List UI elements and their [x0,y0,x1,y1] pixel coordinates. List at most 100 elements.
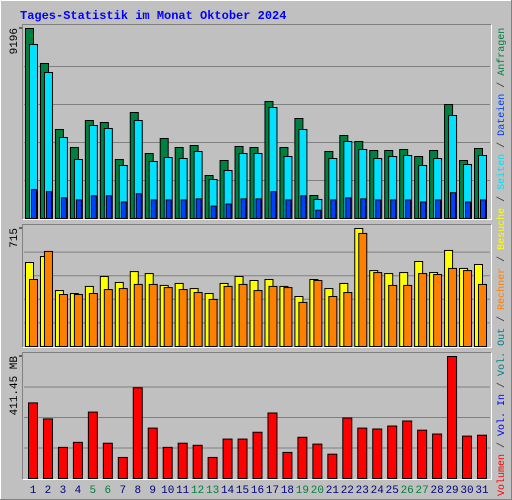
y-tick-label: 9196 [9,28,21,54]
bar [73,294,83,347]
bar [252,431,263,480]
bar [418,273,428,347]
legend-entry: Seiten [496,154,508,190]
bar [195,198,202,220]
x-tick-label: 15 [236,485,249,497]
bar [132,387,143,479]
x-tick-label: 13 [206,485,219,497]
x-tick-label: 2 [45,485,52,497]
panel-border [22,24,492,220]
x-tick-label: 6 [105,485,112,497]
bar [480,199,486,219]
bar [29,278,38,348]
bar [192,444,203,479]
bar [208,298,218,347]
legend-separator: / [496,142,508,148]
x-tick-label: 9 [149,485,156,497]
legend-entry: Dateien [496,94,508,136]
bar [118,288,128,347]
bar [387,425,398,479]
bar [102,442,113,479]
bar [148,283,158,347]
bar [313,279,323,348]
x-tick-label: 25 [386,485,399,497]
x-tick-label: 31 [475,485,489,497]
x-tick-label: 1 [30,485,37,497]
bar [268,285,278,348]
bar [463,270,473,348]
bar [420,201,427,219]
x-tick-label: 11 [176,485,190,497]
bar [147,427,158,479]
bar [388,284,398,348]
y-tick-label: 411.45 MB [9,356,21,416]
bar [120,201,127,219]
bar [405,199,412,219]
bar [345,197,352,219]
bar [162,446,173,480]
bar [105,195,112,219]
bar [402,420,413,479]
legend-entry: Rechner [496,268,508,310]
legend-entry: Volumen [496,454,508,496]
bar [178,289,188,347]
panel-border [22,224,492,348]
legend-separator: / [496,82,508,88]
x-tick-label: 16 [251,485,264,497]
bar [327,453,338,479]
x-tick-label: 14 [221,485,235,497]
panel-border [22,352,492,480]
bar [88,293,98,347]
bar [447,356,458,479]
bar [285,199,292,219]
bar [343,292,353,348]
x-tick-label: 5 [90,485,97,497]
x-tick-label: 3 [60,485,67,497]
x-tick-label: 24 [371,485,385,497]
bar [193,292,203,348]
x-tick-label: 20 [311,485,324,497]
bar [372,428,383,480]
bar [150,199,157,219]
bar [57,446,68,480]
x-tick-label: 29 [445,485,458,497]
legend-separator: / [496,256,508,262]
bar [298,301,308,348]
bar [133,283,143,347]
bar [165,199,172,219]
x-tick-label: 23 [356,485,369,497]
legend-entry: Vol. In [496,394,508,436]
bar [448,267,458,348]
bar [433,274,443,348]
legend-entry: Anfragen [496,28,508,76]
bar [328,295,338,348]
x-tick-label: 8 [134,485,141,497]
bar [270,191,277,220]
bar [342,417,353,479]
x-tick-label: 7 [119,485,126,497]
bar [300,195,307,219]
chart-title: Tages-Statistik im Monat Oktober 2024 [20,9,286,23]
x-tick-label: 28 [430,485,443,497]
x-tick-label: 17 [266,485,279,497]
bar [312,443,323,480]
legend-separator: / [496,382,508,388]
x-tick-label: 10 [161,485,174,497]
legend-separator: / [496,316,508,322]
bar [403,284,413,348]
bar [238,283,248,347]
bar [60,197,67,219]
bar [58,294,68,347]
bar [282,451,293,480]
bar [207,456,218,480]
bar [375,199,382,219]
bar [31,189,37,220]
bar [417,429,428,479]
bar [240,198,247,220]
bar [357,427,368,479]
x-tick-label: 30 [460,485,473,497]
bar [435,199,442,219]
bar [103,289,113,347]
x-tick-label: 22 [341,485,354,497]
